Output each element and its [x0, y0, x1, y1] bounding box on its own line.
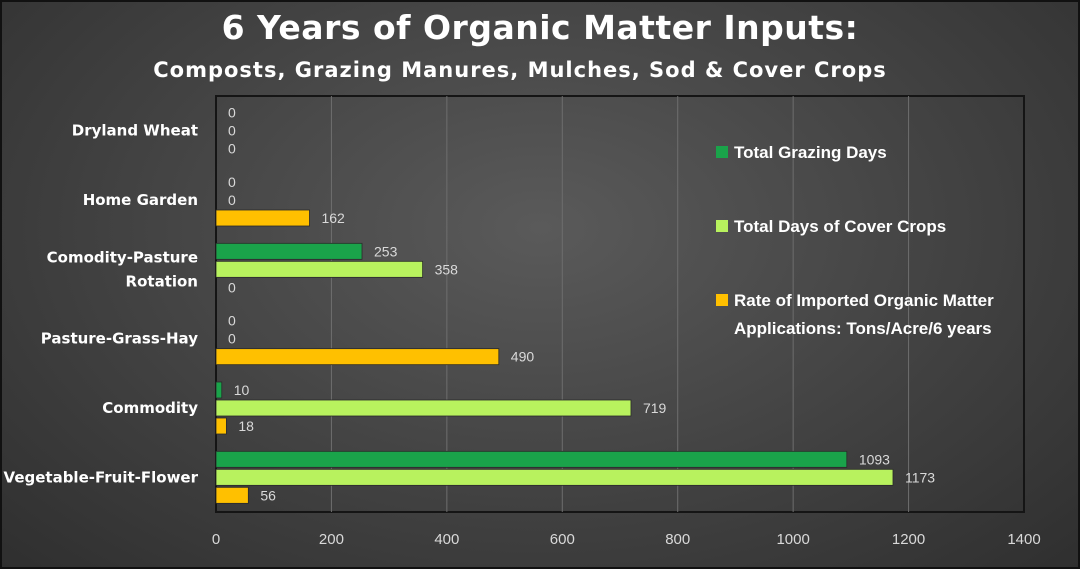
- data-label: 18: [238, 418, 254, 434]
- bar: [215, 399, 632, 417]
- data-label: 0: [228, 192, 236, 208]
- data-label: 0: [228, 331, 236, 347]
- legend-swatch: [716, 294, 728, 306]
- legend-label: Total Grazing Days: [734, 143, 887, 162]
- x-tick-label: 800: [665, 531, 690, 548]
- legend-swatch: [716, 220, 728, 232]
- category-label: Dryland Wheat: [72, 122, 198, 140]
- bar: [215, 209, 310, 227]
- data-label: 490: [511, 349, 535, 365]
- x-tick-label: 1200: [892, 531, 925, 548]
- legend-label: Rate of Imported Organic Matter: [734, 291, 994, 310]
- data-label: 0: [228, 141, 236, 157]
- data-label: 358: [435, 261, 459, 277]
- data-label: 0: [228, 313, 236, 329]
- category-label: Pasture-Grass-Hay: [41, 330, 198, 348]
- bar: [215, 381, 223, 399]
- data-label: 162: [321, 210, 345, 226]
- category-label: Comodity-Pasture: [47, 248, 198, 266]
- x-tick-label: 400: [434, 531, 459, 548]
- data-label: 0: [228, 279, 236, 295]
- x-tick-label: 200: [319, 531, 344, 548]
- category-label: Vegetable-Fruit-Flower: [4, 468, 199, 486]
- legend-swatch: [716, 146, 728, 158]
- data-label: 0: [228, 174, 236, 190]
- data-label: 1173: [905, 469, 935, 485]
- data-label: 10: [234, 382, 250, 398]
- data-label: 0: [228, 123, 236, 139]
- plot-area: [215, 95, 1025, 513]
- category-label: Home Garden: [83, 191, 198, 209]
- data-label: 0: [228, 105, 236, 121]
- chart-subtitle: Composts, Grazing Manures, Mulches, Sod …: [153, 58, 887, 82]
- data-label: 1093: [859, 451, 890, 467]
- category-label: Commodity: [102, 399, 198, 417]
- bar: [215, 486, 249, 504]
- data-label: 253: [374, 243, 398, 259]
- bar: [215, 260, 424, 278]
- bar: [215, 348, 500, 366]
- x-tick-label: 1000: [776, 531, 809, 548]
- category-label: Rotation: [126, 272, 198, 290]
- legend-label: Applications: Tons/Acre/6 years: [734, 319, 992, 338]
- bar: [215, 468, 894, 486]
- bar: [215, 417, 227, 435]
- x-tick-label: 600: [550, 531, 575, 548]
- x-tick-label: 0: [212, 531, 220, 548]
- data-label: 56: [260, 487, 276, 503]
- bar: [215, 450, 848, 468]
- legend-label: Total Days of Cover Crops: [734, 217, 946, 236]
- x-tick-label: 1400: [1007, 531, 1040, 548]
- data-label: 719: [643, 400, 667, 416]
- bar: [215, 242, 363, 260]
- chart-title: 6 Years of Organic Matter Inputs:: [221, 8, 859, 47]
